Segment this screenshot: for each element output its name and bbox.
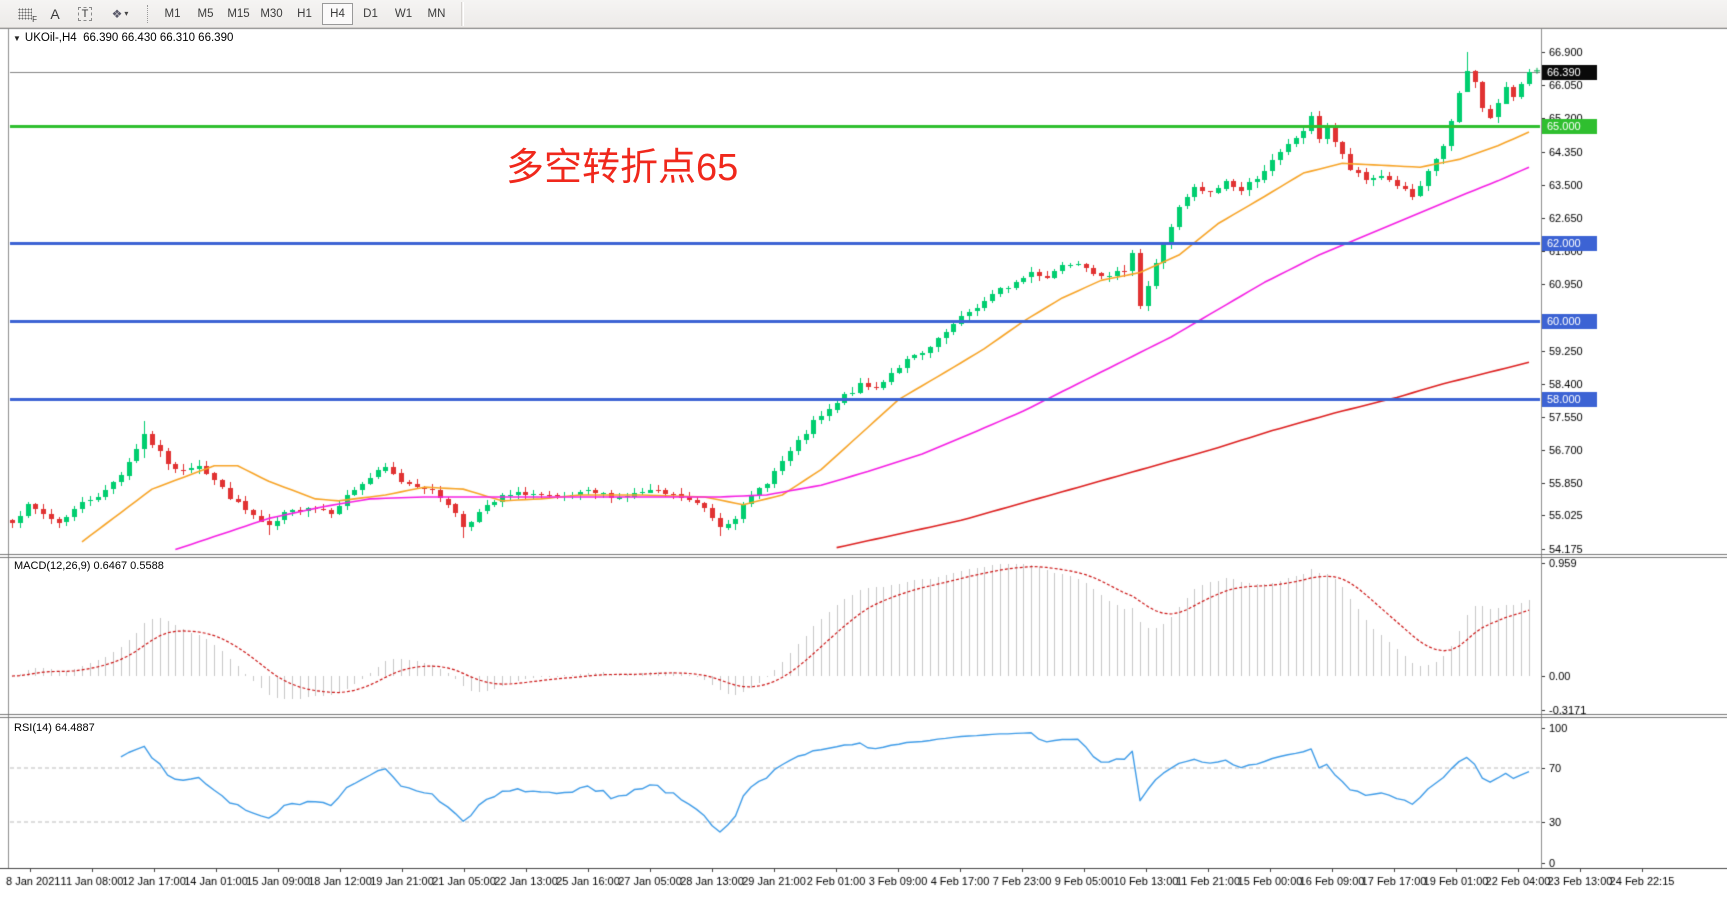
macd-values: 0.6467 0.5588 [93, 560, 164, 572]
timeframe-m5-button[interactable]: M5 [197, 7, 214, 20]
price-chart-canvas[interactable] [0, 28, 1727, 897]
text-box-tool-button[interactable]: T [70, 3, 100, 25]
top-toolbar: F A T ❖ ▾ M1 M5 M15 M30 H1 H4 D1 W1 MN [0, 0, 1727, 28]
timeframe-m30-button[interactable]: M30 [260, 7, 283, 20]
grid-f-letter: F [32, 14, 37, 24]
shapes-icon: ❖ [111, 6, 123, 21]
timeframe-m1-button[interactable]: M1 [164, 7, 181, 20]
timeframe-mn-button[interactable]: MN [427, 7, 446, 20]
symbol-period-label: UKOil-,H4 [24, 32, 77, 44]
timeframe-w1-button[interactable]: W1 [394, 7, 413, 20]
rsi-value: 64.4887 [54, 722, 95, 734]
shapes-dropdown-caret-icon[interactable]: ▾ [124, 9, 129, 18]
timeframe-d1-button[interactable]: D1 [363, 7, 378, 20]
timeframe-group: M1 M5 M15 M30 H1 H4 D1 W1 MN [156, 0, 453, 27]
text-label-tool-button[interactable]: A [40, 3, 70, 25]
ohlc-values: 66.390 66.430 66.310 66.390 [83, 32, 234, 44]
drawing-tools-group: F A T ❖ ▾ [10, 0, 140, 27]
boxed-t-icon: T [77, 6, 93, 21]
timeframe-h4-button[interactable]: H4 [322, 2, 353, 25]
symbol-dropdown-arrow-icon[interactable]: ▼ [13, 34, 21, 43]
macd-name: MACD(12,26,9) [14, 560, 91, 572]
rsi-indicator-label: RSI(14) 64.4887 [14, 722, 95, 734]
rsi-name: RSI(14) [14, 722, 52, 734]
toolbar-end-separator [461, 1, 464, 26]
letter-a-icon: A [50, 5, 60, 22]
toolbar-separator [147, 4, 149, 23]
shapes-tool-button[interactable]: ❖ ▾ [100, 3, 140, 25]
timeframe-m15-button[interactable]: M15 [227, 7, 250, 20]
macd-indicator-label: MACD(12,26,9) 0.6467 0.5588 [14, 560, 164, 572]
chart-title: ▼ UKOil-,H4 66.390 66.430 66.310 66.390 [13, 32, 233, 44]
chart-annotation-text: 多空转折点65 [506, 147, 739, 189]
timeframe-h1-button[interactable]: H1 [297, 7, 312, 20]
grid-tool-button[interactable]: F [10, 3, 40, 25]
grid-f-icon: F [18, 7, 37, 24]
